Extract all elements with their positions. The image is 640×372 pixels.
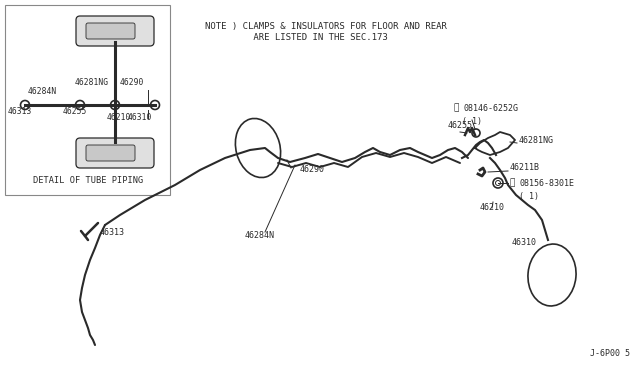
Bar [5,5,170,195]
FancyBboxPatch shape [76,138,154,168]
Text: DETAIL OF TUBE PIPING: DETAIL OF TUBE PIPING [33,176,143,185]
Ellipse shape [528,244,576,306]
Text: 46284N: 46284N [245,231,275,240]
Text: 46210: 46210 [107,113,131,122]
Circle shape [76,100,84,109]
Text: 46255: 46255 [63,107,88,116]
FancyBboxPatch shape [76,16,154,46]
Text: 46313: 46313 [100,228,125,237]
Text: 46211B: 46211B [510,163,540,172]
Circle shape [472,129,480,137]
Text: Ⓢ: Ⓢ [453,103,458,112]
Text: ( 1): ( 1) [462,117,482,126]
Text: 46290: 46290 [300,165,325,174]
Circle shape [495,180,500,186]
Text: 46281NG: 46281NG [519,136,554,145]
Text: 46310: 46310 [128,113,152,122]
Text: ( 1): ( 1) [519,192,539,201]
Text: Ⓑ: Ⓑ [510,179,515,187]
Circle shape [20,100,29,109]
Text: 46284N: 46284N [28,87,57,96]
Circle shape [150,100,159,109]
Text: NOTE ) CLAMPS & INSULATORS FOR FLOOR AND REAR: NOTE ) CLAMPS & INSULATORS FOR FLOOR AND… [205,22,447,31]
FancyBboxPatch shape [86,145,135,161]
Text: 08156-8301E: 08156-8301E [520,179,575,187]
FancyBboxPatch shape [86,23,135,39]
Ellipse shape [236,118,280,177]
Text: 46281NG: 46281NG [75,78,109,87]
Text: 46310: 46310 [512,238,537,247]
Text: ARE LISTED IN THE SEC.173: ARE LISTED IN THE SEC.173 [205,33,388,42]
Text: 46313: 46313 [8,107,33,116]
Text: 46290: 46290 [120,78,145,87]
Circle shape [493,178,503,188]
Text: 46210: 46210 [480,203,505,212]
Text: 46255: 46255 [448,121,473,130]
Text: 08146-6252G: 08146-6252G [463,103,518,112]
Text: J-6P00 5: J-6P00 5 [590,349,630,358]
Circle shape [111,100,120,109]
